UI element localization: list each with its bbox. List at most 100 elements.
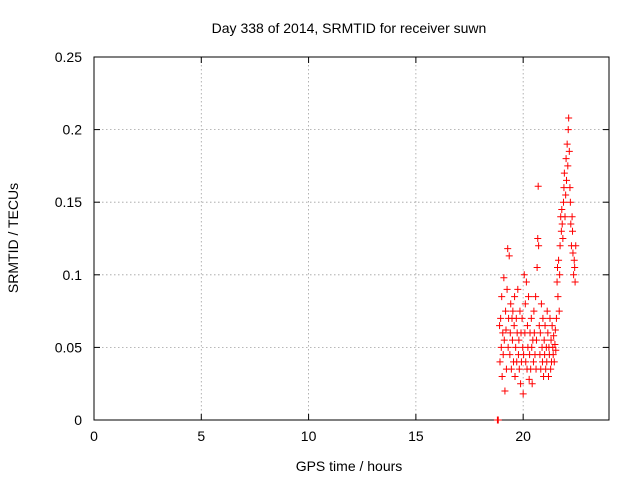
data-point (519, 390, 527, 398)
y-axis-label: SRMTID / TECUs (5, 183, 21, 293)
y-tick-label: 0.15 (55, 194, 82, 210)
data-point (494, 416, 502, 424)
data-point (544, 372, 552, 380)
data-point (549, 351, 557, 359)
data-point (556, 242, 564, 250)
data-points (493, 114, 580, 424)
data-point (559, 235, 567, 242)
data-point (565, 147, 573, 155)
data-point (551, 340, 559, 348)
data-point (525, 293, 533, 301)
data-point (515, 365, 523, 373)
data-point (499, 329, 507, 337)
data-point (518, 314, 526, 322)
data-point (537, 300, 545, 308)
y-tick-label: 0.25 (55, 49, 82, 65)
data-point (516, 307, 524, 315)
data-point (566, 184, 574, 192)
data-point (499, 351, 507, 359)
axis-ticks: 0 5 10 15 20 0 0.05 0.1 0.15 0.2 0.25 (55, 49, 609, 444)
data-point (544, 329, 552, 337)
data-point (505, 252, 513, 260)
data-point (572, 242, 580, 250)
data-point (532, 336, 540, 344)
x-tick-label: 10 (301, 428, 317, 444)
data-point (546, 314, 554, 322)
x-axis-label: GPS time / hours (296, 458, 403, 474)
data-point (507, 300, 515, 308)
data-point (502, 326, 510, 334)
data-point (527, 314, 535, 322)
data-point (541, 322, 549, 330)
data-point (540, 336, 548, 344)
x-tick-label: 15 (408, 428, 424, 444)
data-point (564, 126, 572, 134)
data-point (520, 351, 528, 359)
data-point (555, 307, 563, 315)
y-tick-label: 0.05 (55, 339, 82, 355)
data-point (511, 293, 519, 301)
data-point (508, 336, 516, 344)
data-point (565, 114, 573, 122)
data-point (504, 343, 512, 351)
data-point (512, 343, 520, 351)
data-point (554, 293, 562, 301)
data-point (571, 278, 579, 286)
data-point (506, 329, 514, 337)
data-point (535, 242, 543, 250)
data-point (557, 227, 565, 235)
data-point (528, 343, 536, 351)
data-point (570, 271, 578, 279)
data-point (528, 380, 536, 388)
data-point (498, 372, 506, 380)
data-point (507, 365, 515, 373)
data-point (569, 249, 577, 257)
data-point (521, 300, 529, 308)
data-point (553, 278, 561, 286)
plot-frame (93, 56, 610, 421)
x-tick-label: 0 (90, 428, 98, 444)
data-point (566, 198, 574, 206)
data-point (500, 274, 508, 282)
data-point (562, 155, 570, 163)
data-point (552, 314, 560, 322)
data-point (547, 336, 555, 344)
data-point (506, 351, 514, 359)
data-point (534, 182, 542, 190)
data-point (496, 322, 504, 330)
data-point (567, 220, 575, 228)
data-point (520, 271, 528, 279)
y-tick-label: 0.2 (63, 122, 83, 138)
data-point (563, 140, 571, 148)
data-point (523, 322, 531, 330)
data-point (563, 176, 571, 184)
y-tick-label: 0.1 (63, 267, 83, 283)
data-point (561, 213, 569, 221)
data-point (530, 307, 538, 315)
data-point (552, 346, 560, 354)
data-point (569, 227, 577, 235)
data-point (500, 336, 508, 344)
data-point (504, 245, 512, 253)
data-point (547, 365, 555, 373)
data-point (530, 329, 538, 337)
data-point (564, 162, 572, 170)
x-tick-label: 5 (197, 428, 205, 444)
data-point (534, 235, 542, 242)
data-point (560, 184, 568, 192)
data-point (558, 205, 566, 213)
data-point (497, 314, 505, 322)
data-point (562, 191, 570, 199)
data-point (525, 375, 533, 383)
data-point (543, 307, 551, 315)
data-point (511, 372, 519, 380)
data-point (522, 358, 530, 366)
data-point (551, 326, 559, 334)
grid (94, 57, 609, 420)
data-point (522, 278, 530, 286)
data-point (503, 285, 511, 293)
data-point (570, 256, 578, 264)
data-point (539, 314, 547, 322)
data-point (497, 343, 505, 351)
